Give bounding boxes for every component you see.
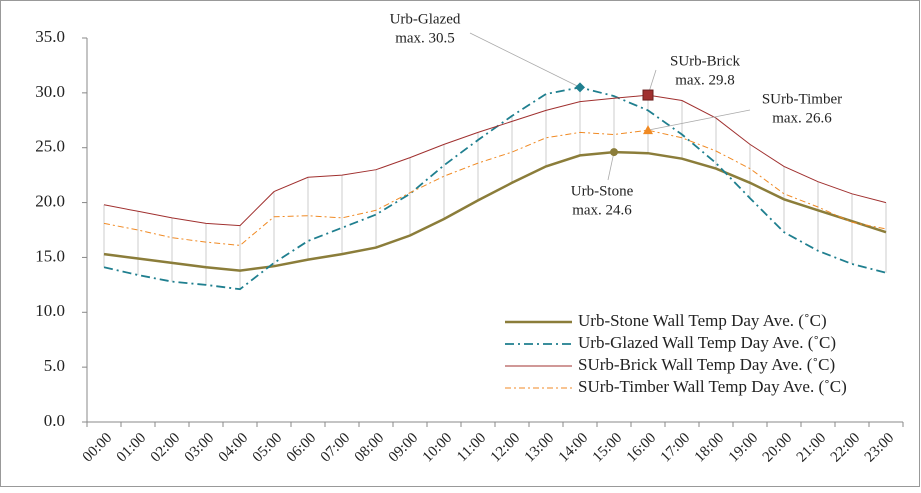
annotation: SUrb-Brick — [670, 53, 740, 69]
legend-label: SUrb-Brick Wall Temp Day Ave. (˚C) — [578, 355, 835, 374]
y-tick-label: 15.0 — [35, 246, 65, 265]
annotation: SUrb-Timber — [762, 91, 842, 107]
max-marker — [610, 148, 618, 157]
max-marker — [643, 125, 653, 135]
series-line — [103, 86, 887, 291]
series-line — [103, 94, 887, 227]
annotation: max. 29.8 — [675, 72, 735, 88]
annotation: Urb-Stone — [571, 183, 634, 199]
y-tick-label: 20.0 — [35, 191, 65, 210]
annotation: max. 24.6 — [572, 202, 632, 218]
max-marker — [642, 89, 654, 101]
y-tick-label: 35.0 — [35, 27, 65, 46]
y-tick-label: 30.0 — [35, 82, 65, 101]
legend-label: Urb-Glazed Wall Temp Day Ave. (˚C) — [578, 333, 836, 352]
annotation: max. 30.5 — [395, 30, 455, 46]
series-line — [103, 129, 887, 246]
y-tick-label: 0.0 — [44, 411, 65, 430]
annotation: max. 26.6 — [772, 110, 832, 126]
legend-label: SUrb-Timber Wall Temp Day Ave. (˚C) — [578, 377, 847, 396]
legend-label: Urb-Stone Wall Temp Day Ave. (˚C) — [578, 311, 827, 330]
max-marker — [575, 82, 585, 93]
annotation: Urb-Glazed — [390, 11, 461, 27]
leader-line — [607, 152, 615, 181]
leader-line — [469, 32, 581, 88]
series-line — [103, 150, 887, 272]
leader-line — [647, 109, 751, 131]
y-tick-label: 5.0 — [44, 356, 65, 375]
y-tick-label: 25.0 — [35, 137, 65, 156]
y-tick-label: 10.0 — [35, 301, 65, 320]
